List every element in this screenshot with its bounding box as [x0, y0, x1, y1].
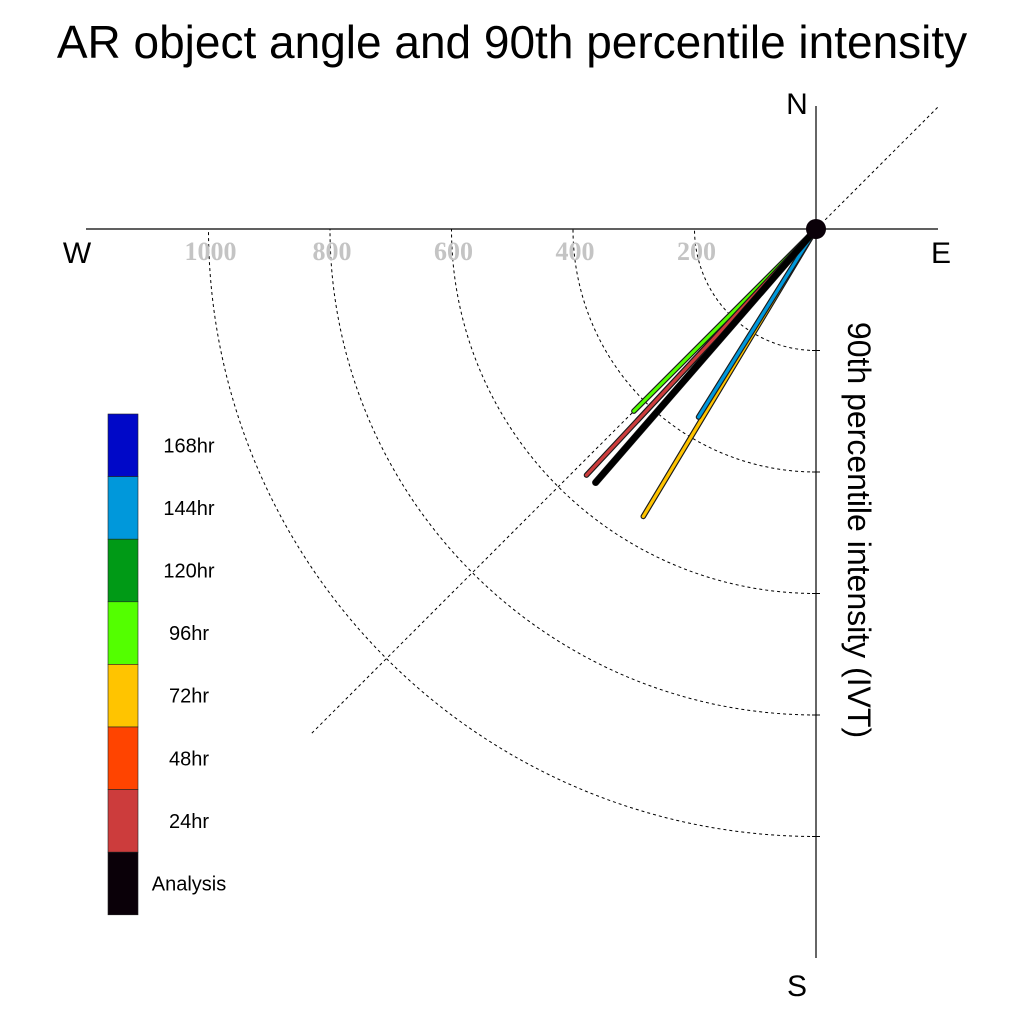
ring-label-200: 200 — [677, 237, 716, 266]
ring-label-800: 800 — [313, 237, 352, 266]
compass-south-label: S — [787, 970, 807, 1003]
vector-lines — [583, 225, 820, 520]
ring-labels: 200 400 600 800 1000 — [185, 237, 717, 266]
ring-grid — [208, 228, 820, 837]
legend-swatch-24hr — [107, 789, 139, 853]
origin-marker — [806, 219, 826, 239]
legend-label-144hr: 144hr — [163, 498, 214, 520]
compass-axes — [86, 106, 938, 958]
legend-label-168hr: 168hr — [163, 435, 214, 457]
ring-400 — [572, 228, 817, 473]
legend-swatch-144hr — [107, 476, 139, 540]
legend-swatch-96hr — [107, 601, 139, 665]
vector-144hr — [696, 227, 818, 419]
ring-200 — [694, 228, 817, 351]
legend-swatch-120hr — [107, 538, 139, 603]
legend-label-48hr: 48hr — [169, 748, 209, 770]
compass-east-label: E — [931, 237, 951, 270]
ring-label-400: 400 — [556, 237, 595, 266]
vector-analysis — [592, 226, 819, 486]
radial-axis-label: 90th percentile intensity (IVT) — [841, 322, 877, 738]
ring-800 — [329, 228, 817, 716]
compass-north-label: N — [786, 88, 808, 121]
legend-label-120hr: 120hr — [163, 561, 214, 583]
ring-600 — [451, 228, 817, 594]
legend-label-96hr: 96hr — [169, 623, 209, 645]
legend-label-24hr: 24hr — [169, 811, 209, 833]
legend-swatch-168hr — [107, 413, 139, 477]
ring-label-600: 600 — [434, 237, 473, 266]
legend: 168hr 144hr 120hr 96hr 72hr 48hr 24hr Analysis — [107, 413, 226, 916]
ring-label-1000: 1000 — [185, 237, 237, 266]
legend-swatch-72hr — [107, 664, 139, 728]
legend-swatch-analysis — [107, 851, 139, 916]
chart-title: AR object angle and 90th percentile inte… — [57, 16, 967, 68]
legend-label-analysis: Analysis — [152, 874, 226, 896]
legend-swatch-48hr — [107, 726, 139, 790]
compass-west-label: W — [63, 237, 92, 270]
legend-label-72hr: 72hr — [169, 686, 209, 708]
ring-1000 — [208, 228, 817, 837]
